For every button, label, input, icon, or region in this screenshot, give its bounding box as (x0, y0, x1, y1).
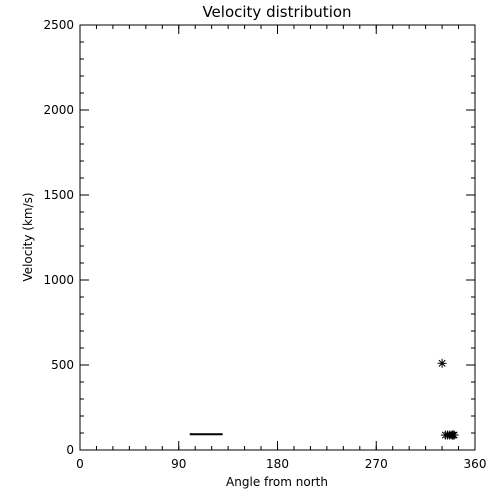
y-tick-label: 1500 (43, 188, 74, 202)
y-tick-label: 2500 (43, 18, 74, 32)
data-marks (189, 358, 459, 440)
x-axis-label: Angle from north (226, 475, 328, 489)
data-point (449, 430, 459, 440)
y-axis-label: Velocity (km/s) (21, 192, 35, 281)
x-tick-label: 180 (266, 457, 289, 471)
axis-ticks (79, 24, 476, 451)
chart-title: Velocity distribution (202, 3, 351, 21)
asterisk-stroke (438, 359, 446, 367)
y-tick-label: 1000 (43, 273, 74, 287)
x-tick-label: 360 (464, 457, 487, 471)
x-tick-label: 270 (365, 457, 388, 471)
x-tick-label: 90 (171, 457, 186, 471)
data-point (437, 358, 447, 368)
y-tick-label: 0 (66, 443, 74, 457)
axis-tick-labels: 0 90 180 270 360 0 500 1000 1500 2000 2500 (43, 18, 486, 471)
y-tick-label: 500 (51, 358, 74, 372)
asterisk-stroke (450, 431, 458, 439)
y-tick-label: 2000 (43, 103, 74, 117)
x-tick-label: 0 (76, 457, 84, 471)
plot-frame (79, 24, 476, 451)
